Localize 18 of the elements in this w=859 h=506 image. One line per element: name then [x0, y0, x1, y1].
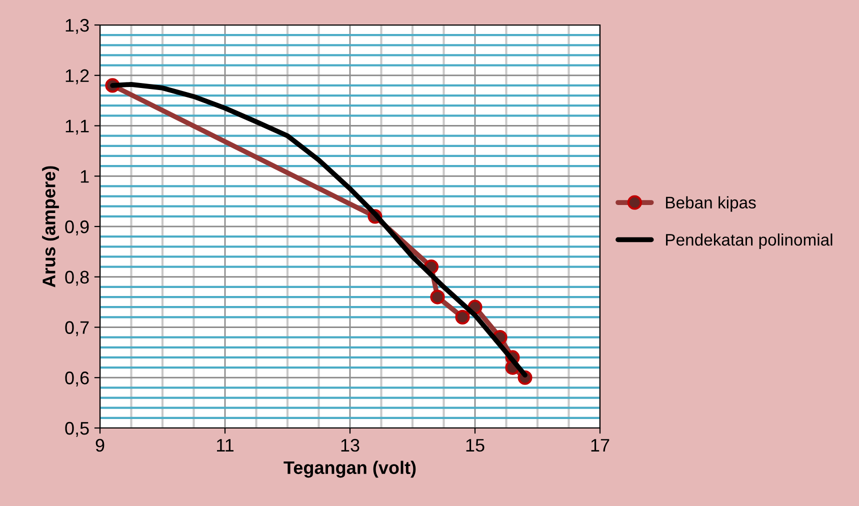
y-tick-label: 0,9 — [65, 220, 89, 236]
y-tick-label: 1,3 — [66, 18, 89, 34]
y-tick-label: 1,2 — [66, 69, 89, 84]
x-tick-label: 17 — [591, 439, 610, 452]
y-tick-label: 1 — [80, 170, 89, 183]
legend-label: Pendekatan polinomial — [666, 233, 832, 250]
y-tick-label: 0,8 — [65, 270, 89, 286]
legend-label: Beban kipas — [666, 196, 756, 212]
x-tick-label: 13 — [341, 438, 360, 452]
x-tick-label: 9 — [96, 438, 104, 452]
y-tick-label: 0,5 — [65, 422, 89, 437]
y-tick-label: 0,7 — [65, 321, 89, 336]
x-axis-title: Tegangan (volt) — [284, 460, 416, 478]
y-axis-title: Arus (ampere) — [42, 166, 59, 288]
x-tick-label: 11 — [217, 439, 234, 452]
y-tick-label: 0,6 — [65, 372, 89, 386]
x-tick-label: 15 — [466, 439, 484, 452]
y-tick-label: 1,1 — [66, 120, 89, 135]
